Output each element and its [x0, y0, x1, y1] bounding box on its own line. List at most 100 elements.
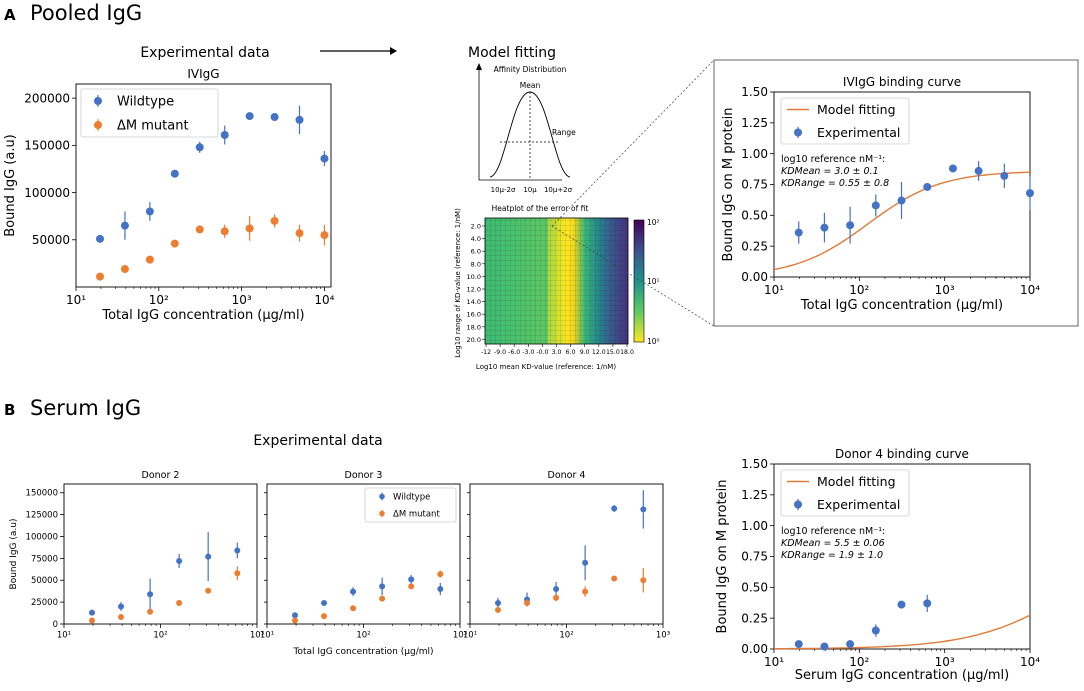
data-point — [320, 154, 329, 163]
chart-ivig-binding-curve: 10¹ 10² 10³ 10⁴ 0.00 0.25 0.50 0.75 1.00 1.25 1.50… — [721, 75, 1040, 313]
y-tick-label: 125000 — [26, 511, 58, 521]
y-tick-label: 75000 — [31, 554, 58, 564]
annotation-line: KDRange = 0.55 ± 0.8 — [781, 178, 889, 189]
x-tick-label: 10³ — [656, 631, 670, 641]
heatmap-x-tick-label: 3.0 — [552, 349, 562, 356]
data-point — [205, 587, 212, 594]
y-tick-label: 150000 — [26, 489, 58, 499]
x-tick-label: 10² — [849, 283, 869, 297]
data-point — [846, 221, 855, 230]
y-tick-label: 0.50 — [741, 209, 768, 223]
annotation-line: KDMean = 5.5 ± 0.06 — [781, 538, 885, 549]
heatmap-y-tick-label: 16.0 — [467, 311, 481, 319]
panel-b-letter: B — [4, 401, 15, 419]
data-point — [145, 255, 154, 264]
legend-box — [80, 88, 219, 138]
x-tick-label: 10² — [149, 293, 169, 307]
heatmap-grid — [485, 218, 628, 344]
heatmap-y-tick-label: 8.0 — [471, 260, 481, 268]
heatmap-x-tick-label: 15.0 — [606, 349, 620, 356]
data-point — [524, 600, 531, 606]
heatmap-y-tick-label: 10.0 — [467, 273, 481, 281]
data-point — [794, 640, 803, 649]
chart-donor-2: 10¹ 10² 10³ 0 25000 50000 75000 100000 125000 150… — [9, 470, 264, 641]
data-point — [379, 595, 386, 602]
data-point — [408, 583, 415, 590]
data-point — [120, 265, 129, 274]
data-point — [640, 506, 647, 513]
data-point — [350, 605, 357, 612]
data-point — [96, 272, 105, 281]
heatmap-x-tick-label: 9.0 — [580, 349, 590, 356]
data-point — [640, 577, 647, 584]
data-point — [234, 547, 241, 554]
y-tick-label: 100000 — [26, 532, 58, 542]
heatmap-xlabel: Log10 mean KD-value (reference: 1/nM) — [476, 363, 616, 371]
x-tick-label: 10¹ — [66, 293, 86, 307]
x-axis-label: Serum IgG concentration (µg/ml) — [795, 668, 1009, 683]
x-tick-label: 10³ — [935, 655, 955, 669]
data-point — [295, 229, 304, 238]
data-point — [582, 559, 589, 566]
panel-a-title: Pooled IgG — [30, 1, 142, 25]
x-tick-label: 10³ — [250, 631, 264, 641]
data-point — [611, 505, 618, 512]
x-tick-label: 10¹ — [260, 631, 274, 641]
heatmap-colorbar — [633, 219, 645, 343]
y-axis-label: Bound IgG (a.u) — [3, 134, 18, 237]
y-axis-label: Bound IgG on M protein — [721, 108, 736, 262]
data-point — [897, 600, 906, 609]
data-point — [321, 613, 328, 620]
data-point — [871, 626, 880, 635]
y-tick-label: 1.25 — [741, 116, 768, 130]
chart-donor-4: 10¹ 10² 10³ Donor 4 — [463, 470, 670, 641]
data-point — [88, 609, 95, 616]
x-axis-label: Total IgG concentration (µg/ml) — [292, 647, 433, 657]
data-point — [220, 130, 229, 139]
legend-label: ΔM mutant — [393, 509, 440, 519]
data-point — [820, 642, 829, 651]
x-axis-label: Total IgG concentration (µg/ml) — [800, 298, 1003, 313]
heatmap-y-tick-label: 2.0 — [471, 223, 481, 231]
x-tick-label: 10¹ — [764, 283, 784, 297]
chart-donor-3: 10¹ 10² 10³ Donor 3 Total IgG concentration … — [260, 470, 467, 657]
data-point — [408, 576, 415, 583]
legend-marker — [379, 493, 385, 500]
heatmap-x-tick-label: 18.0 — [620, 349, 634, 356]
annotation-line: log10 reference nM⁻¹: — [781, 526, 885, 537]
legend-label: Model fitting — [817, 102, 896, 117]
heatmap-x-tick-label: -12 — [481, 349, 491, 356]
panel-a-experimental-label: Experimental data — [140, 45, 269, 61]
x-tick-label: 10³ — [453, 631, 467, 641]
y-tick-label: 25000 — [31, 598, 58, 608]
legend-box — [780, 97, 910, 145]
data-point — [295, 115, 304, 124]
data-point — [245, 112, 254, 121]
data-point — [118, 614, 125, 620]
data-point — [871, 201, 880, 210]
y-tick-label: 0.50 — [741, 581, 768, 595]
x-tick-label: 10¹ — [764, 655, 784, 669]
x-tick-label: 10¹ — [463, 631, 477, 641]
data-point — [145, 207, 154, 216]
chart-title: Donor 4 binding curve — [835, 447, 969, 461]
annotation-line: log10 reference nM⁻¹: — [781, 154, 885, 165]
data-point — [88, 617, 95, 624]
heatmap-ylabel: Log10 range of KD-value (reference: 1/nM… — [454, 208, 462, 358]
data-point — [923, 182, 932, 191]
colorbar-tick-top: 10² — [647, 218, 660, 227]
data-point — [270, 216, 279, 225]
affinity-range-label: Range — [552, 128, 576, 137]
legend-marker — [94, 121, 102, 129]
y-tick-label: 100000 — [24, 186, 70, 200]
heatmap-x-tick-label: 12.0 — [592, 349, 606, 356]
heatmap-x-tick-label: -0.0 — [536, 349, 548, 356]
plot-frame — [63, 483, 258, 625]
data-point — [553, 594, 560, 601]
data-point — [897, 196, 906, 205]
y-tick-label: 0.00 — [741, 270, 768, 284]
x-tick-label: 10⁴ — [1020, 283, 1040, 297]
data-point — [974, 166, 983, 175]
y-tick-label: 200000 — [24, 91, 70, 105]
